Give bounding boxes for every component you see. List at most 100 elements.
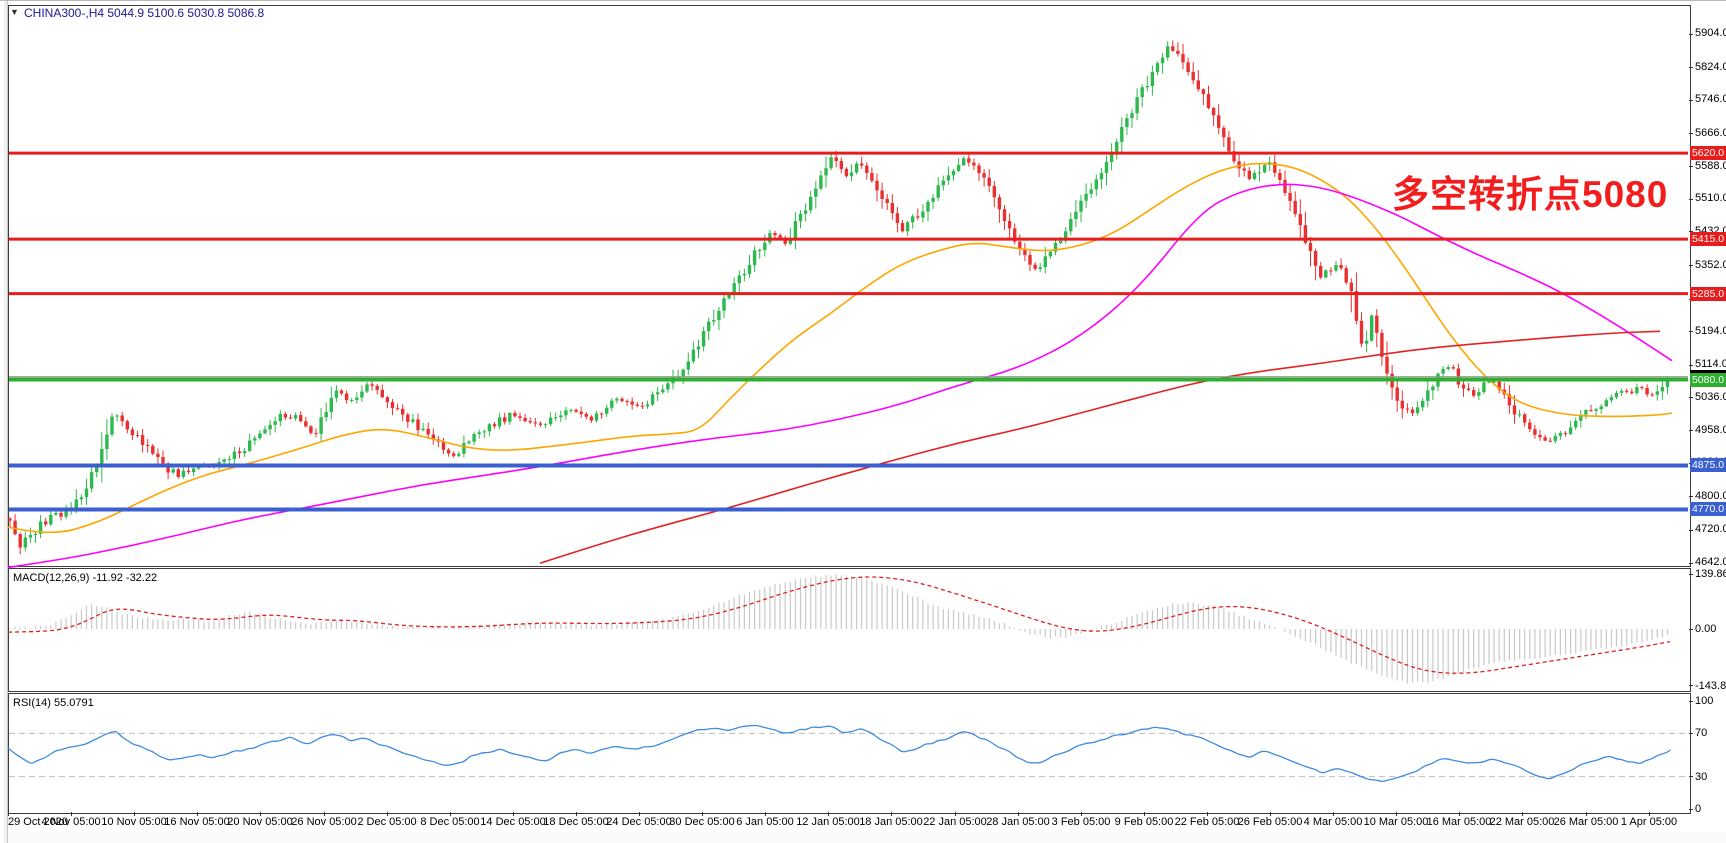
rsi-tick-label: 100	[1695, 695, 1714, 707]
price-level-tag: 5080.0	[1690, 373, 1726, 387]
time-tick	[1522, 812, 1523, 816]
price-tick	[1689, 231, 1693, 232]
time-tick	[8, 812, 9, 816]
time-axis-label: 22 Mar 05:00	[1489, 816, 1555, 828]
time-tick	[828, 812, 829, 816]
rsi-tick-label: 0	[1695, 803, 1702, 815]
time-axis-label: 28 Jan 05:00	[986, 816, 1050, 828]
rsi-tick	[1689, 809, 1693, 810]
candles	[8, 40, 1670, 555]
price-tick-label: 4958.0	[1695, 424, 1726, 436]
rsi-indicator-label: RSI(14) 55.0791	[13, 697, 94, 709]
time-axis-label: 26 Feb 05:00	[1237, 816, 1303, 828]
macd-tick	[1689, 629, 1693, 630]
time-axis-label: 24 Dec 05:00	[606, 816, 672, 828]
time-axis-label: 18 Jan 05:00	[859, 816, 923, 828]
price-tick	[1689, 365, 1693, 366]
price-tick-label: 5904.0	[1695, 27, 1726, 39]
price-tick-label: 5036.0	[1695, 391, 1726, 403]
time-tick	[1649, 812, 1650, 816]
time-tick	[1396, 812, 1397, 816]
time-tick	[576, 812, 577, 816]
time-tick	[1270, 812, 1271, 816]
time-tick	[1207, 812, 1208, 816]
rsi-tick-label: 70	[1695, 727, 1708, 739]
time-tick	[134, 812, 135, 816]
time-axis-label: 4 Mar 05:00	[1303, 816, 1363, 828]
annotation-text[interactable]: 多空转折点5080	[1392, 174, 1669, 215]
time-axis-label: 9 Feb 05:00	[1114, 816, 1174, 828]
price-tick-label: 5746.0	[1695, 93, 1726, 105]
time-tick	[450, 812, 451, 816]
macd-signal-line	[7, 576, 1671, 674]
time-axis-label: 30 Dec 05:00	[669, 816, 735, 828]
ma-slow-red	[539, 330, 1661, 564]
time-axis-label: 14 Dec 05:00	[480, 816, 546, 828]
macd-panel[interactable]	[8, 568, 1691, 692]
time-tick	[1144, 812, 1145, 816]
time-tick	[1018, 812, 1019, 816]
time-axis-label: 3 Feb 05:00	[1051, 816, 1111, 828]
price-tick	[1689, 34, 1693, 35]
time-tick	[513, 812, 514, 816]
price-tick-label: 5588.0	[1695, 160, 1726, 172]
price-tick	[1689, 496, 1693, 497]
time-axis-label: 22 Jan 05:00	[923, 816, 987, 828]
price-tick-label: 5352.0	[1695, 259, 1726, 271]
symbol-dropdown-icon[interactable]: ▼	[10, 7, 19, 17]
time-tick	[765, 812, 766, 816]
time-axis-label: 16 Nov 05:00	[164, 816, 230, 828]
price-tick-label: 5114.0	[1695, 358, 1726, 370]
price-level-tag: 5285.0	[1690, 287, 1726, 301]
price-tick	[1689, 133, 1693, 134]
time-axis-label: 8 Dec 05:00	[420, 816, 480, 828]
time-axis-label: 26 Nov 05:00	[291, 816, 357, 828]
time-axis-label: 20 Nov 05:00	[227, 816, 293, 828]
window-left-edge	[0, 1, 8, 843]
time-axis-label: 22 Feb 05:00	[1174, 816, 1240, 828]
time-tick	[1459, 812, 1460, 816]
time-axis-label: 10 Nov 05:00	[101, 816, 167, 828]
time-axis-label: 29 Oct 2020	[8, 816, 68, 828]
time-tick	[387, 812, 388, 816]
price-tick-label: 5194.0	[1695, 325, 1726, 337]
rsi-tick	[1689, 701, 1693, 702]
macd-tick-label: -143.82	[1695, 680, 1726, 692]
time-axis-label: 18 Dec 05:00	[543, 816, 609, 828]
price-tick-label: 4642.0	[1695, 556, 1726, 568]
price-tick-label: 5824.0	[1695, 61, 1726, 73]
price-tick-label: 5510.0	[1695, 192, 1726, 204]
rsi-panel[interactable]	[8, 693, 1691, 814]
price-tick	[1689, 331, 1693, 332]
rsi-tick	[1689, 776, 1693, 777]
price-level-tag: 4875.0	[1690, 458, 1726, 472]
macd-tick-label: 139.86	[1695, 568, 1726, 580]
time-axis-label: 26 Mar 05:00	[1553, 816, 1619, 828]
price-tick	[1689, 563, 1693, 564]
macd-histogram	[9, 574, 1669, 684]
ma-fast-orange	[7, 162, 1673, 534]
time-tick	[260, 812, 261, 816]
time-axis-label: 2 Dec 05:00	[357, 816, 417, 828]
macd-indicator-label: MACD(12,26,9) -11.92 -32.22	[13, 572, 158, 584]
time-tick	[1586, 812, 1587, 816]
macd-tick	[1689, 685, 1693, 686]
price-level-tag: 5415.0	[1690, 232, 1726, 246]
price-level-tag: 4770.0	[1690, 502, 1726, 516]
rsi-line	[7, 724, 1671, 782]
time-tick	[71, 812, 72, 816]
time-tick	[324, 812, 325, 816]
price-tick	[1689, 265, 1693, 266]
macd-tick	[1689, 574, 1693, 575]
macd-tick-label: 0.00	[1695, 623, 1717, 635]
time-tick	[955, 812, 956, 816]
price-tick-label: 5666.0	[1695, 127, 1726, 139]
time-axis-label: 1 Apr 05:00	[1620, 816, 1678, 828]
rsi-tick-label: 30	[1695, 771, 1708, 783]
price-tick	[1689, 397, 1693, 398]
time-axis-label: 10 Mar 05:00	[1363, 816, 1429, 828]
price-tick	[1689, 100, 1693, 101]
price-tick	[1689, 199, 1693, 200]
